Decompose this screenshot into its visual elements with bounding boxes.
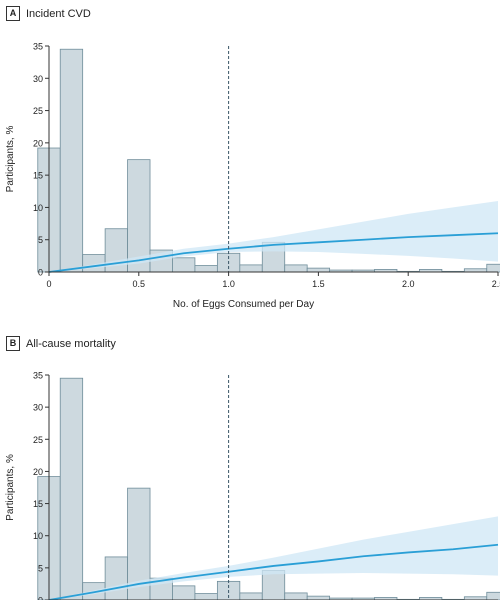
histogram-bar — [306, 595, 331, 600]
chart-incident-cvd: 0 5 10 15 20 25 30 35 0 0.5 1.0 1.5 2.0 2.5 No. of Egg… — [5, 42, 500, 310]
risk-curve — [48, 232, 499, 273]
x-tick-label: 1.0 — [222, 279, 235, 289]
y-tick-label: 35 — [33, 42, 43, 52]
x-tick-label: 0 — [46, 279, 51, 289]
confidence-band — [49, 516, 498, 600]
x-axis-label: No. of Eggs Consumed per Day — [173, 299, 314, 310]
x-tick-label: 2.5 — [492, 279, 500, 289]
y-tick-label: 25 — [33, 106, 43, 116]
y-tick-label: 5 — [38, 235, 43, 245]
y-tick-label: 10 — [33, 531, 43, 541]
panel-letter: B — [6, 336, 20, 351]
histogram-bar — [261, 570, 286, 600]
panel-incident-cvd: 0 5 10 15 20 25 30 35 0 0.5 1.0 1.5 2.0 2.5 No. of Egg… — [5, 6, 500, 310]
x-tick-label: 2.0 — [402, 279, 415, 289]
y-axis-label: Participants, % — [5, 126, 16, 193]
histogram-bar — [306, 267, 331, 273]
chart-all-cause-mortality: 0 5 10 15 20 25 30 35 Participants, % — [5, 371, 500, 600]
histogram-bar — [239, 264, 263, 273]
histogram-bar — [486, 263, 500, 273]
y-tick-label: 5 — [38, 563, 43, 573]
histogram-bar — [194, 265, 218, 273]
histogram-bar — [172, 585, 196, 600]
y-tick-label: 10 — [33, 203, 43, 213]
histogram-bar — [59, 377, 84, 600]
histogram-bar — [284, 264, 308, 273]
histogram-bar — [486, 591, 500, 600]
panel-title: All-cause mortality — [26, 337, 116, 350]
histogram-bar — [239, 592, 263, 600]
x-tick-label: 0.5 — [133, 279, 146, 289]
y-tick-label: 25 — [33, 435, 43, 445]
histogram-bar — [127, 159, 151, 273]
y-tick-label: 15 — [33, 499, 43, 509]
y-tick-label: 15 — [33, 171, 43, 181]
y-axis-label: Participants, % — [5, 454, 16, 521]
histogram-bar — [284, 592, 308, 600]
panel-letter: A — [6, 6, 20, 21]
panel-all-cause-mortality: 0 5 10 15 20 25 30 35 Participants, % B All-caus… — [0, 330, 500, 600]
panel-title: Incident CVD — [26, 7, 91, 20]
y-tick-label: 0 — [38, 268, 43, 278]
confidence-band — [49, 200, 498, 272]
histogram-bar — [104, 556, 128, 600]
y-tick-label: 30 — [33, 403, 43, 413]
y-tick-label: 20 — [33, 467, 43, 477]
risk-curve — [48, 543, 499, 600]
x-tick-label: 1.5 — [312, 279, 325, 289]
panel-b-header: B All-cause mortality — [6, 336, 116, 351]
panel-a-header: A Incident CVD — [6, 6, 91, 21]
y-tick-label: 30 — [33, 74, 43, 84]
histogram-bar — [59, 48, 84, 273]
histogram-bar — [194, 593, 218, 600]
histogram-bar — [172, 257, 196, 273]
y-tick-label: 0 — [38, 596, 43, 600]
y-tick-label: 35 — [33, 371, 43, 381]
y-tick-label: 20 — [33, 138, 43, 148]
